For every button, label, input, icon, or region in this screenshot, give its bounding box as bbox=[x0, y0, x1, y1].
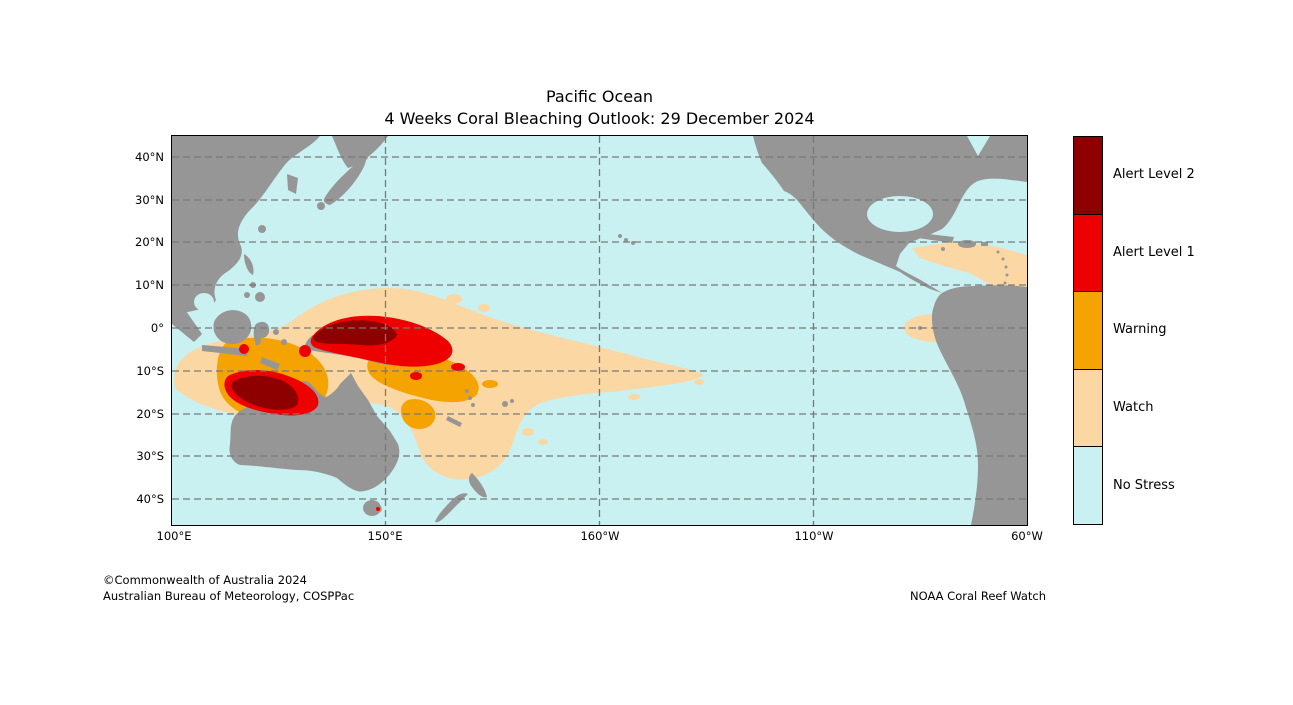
island-dot bbox=[465, 389, 469, 393]
island-dot bbox=[244, 292, 250, 298]
island-hawaii bbox=[624, 238, 628, 242]
landmass-south-america bbox=[931, 285, 1027, 525]
island-cuba bbox=[918, 233, 954, 243]
legend-colorbar bbox=[1073, 136, 1103, 525]
gridlines bbox=[172, 136, 1027, 525]
lat-label-0: 0° bbox=[150, 321, 164, 335]
watch-speckle bbox=[605, 382, 623, 392]
watch-speckle bbox=[538, 439, 548, 445]
alert2-region-nw-australia bbox=[231, 375, 299, 410]
island-dot bbox=[1005, 273, 1009, 277]
atlantic-notch bbox=[967, 136, 990, 156]
legend-swatch-warning bbox=[1074, 292, 1102, 370]
lon-label-60w: 60°W bbox=[1011, 529, 1043, 543]
copyright-line2: Australian Bureau of Meteorology, COSPPa… bbox=[103, 588, 355, 603]
warning-speckle bbox=[482, 380, 498, 388]
alert2-region-new-guinea bbox=[313, 320, 397, 346]
watch-speckle bbox=[628, 394, 640, 400]
island-dot bbox=[502, 401, 508, 407]
legend-label-alert-level-2: Alert Level 2 bbox=[1113, 167, 1195, 182]
island-dot bbox=[996, 250, 1000, 254]
watch-speckle bbox=[694, 379, 704, 385]
island-dot bbox=[941, 247, 945, 251]
lat-label-40n: 40°N bbox=[135, 150, 164, 164]
legend-swatch-alert-level-2 bbox=[1074, 137, 1102, 215]
island-sumatra bbox=[172, 304, 202, 342]
island-dot bbox=[273, 329, 279, 335]
island-dot bbox=[510, 399, 514, 403]
copyright-text: ©Commonwealth of Australia 2024 Australi… bbox=[103, 573, 354, 604]
island-timor bbox=[260, 357, 280, 370]
island-dot bbox=[468, 396, 472, 400]
lat-label-10n: 10°N bbox=[135, 278, 164, 292]
watch-speckle bbox=[478, 304, 490, 312]
lon-label-160w: 160°W bbox=[580, 529, 620, 543]
lon-label-100e: 100°E bbox=[156, 529, 192, 543]
island-java bbox=[202, 345, 248, 356]
legend-label-watch: Watch bbox=[1113, 400, 1154, 415]
island-tasmania bbox=[363, 500, 381, 516]
ocean-carveouts bbox=[194, 136, 990, 311]
island-dot bbox=[317, 202, 325, 210]
island-dot bbox=[1003, 281, 1007, 285]
copyright-line1: ©Commonwealth of Australia 2024 bbox=[103, 573, 308, 587]
legend-label-warning: Warning bbox=[1113, 322, 1167, 337]
lon-label-150e: 150°E bbox=[367, 529, 403, 543]
island-hispaniola bbox=[958, 240, 976, 248]
island-dot bbox=[281, 339, 287, 345]
alert1-speckle bbox=[410, 372, 422, 380]
gulf-of-thailand bbox=[194, 293, 214, 311]
lat-label-10s: 10°S bbox=[136, 364, 164, 378]
island-taiwan bbox=[258, 225, 266, 233]
island-new-caledonia bbox=[446, 416, 462, 427]
landmass-japan bbox=[323, 151, 367, 205]
island-dot bbox=[368, 145, 374, 151]
legend-swatch-watch bbox=[1074, 369, 1102, 448]
island-dot bbox=[471, 403, 475, 407]
lat-label-40s: 40°S bbox=[136, 492, 164, 506]
title-line1: Pacific Ocean bbox=[545, 87, 654, 106]
island-hawaii bbox=[618, 234, 622, 238]
watch-speckle bbox=[522, 428, 534, 436]
watch-speckle bbox=[446, 294, 462, 304]
landmass-nz-north bbox=[468, 473, 487, 498]
map-area bbox=[171, 135, 1028, 526]
legend-swatch-no-stress bbox=[1074, 447, 1102, 524]
alert-level-2-regions bbox=[231, 320, 397, 410]
landmass-asia bbox=[172, 136, 320, 314]
lat-label-30n: 30°N bbox=[135, 193, 164, 207]
landmass-korea bbox=[287, 174, 298, 194]
lat-label-20s: 20°S bbox=[136, 407, 164, 421]
lat-label-20n: 20°N bbox=[135, 235, 164, 249]
legend-swatch-alert-level-1 bbox=[1074, 214, 1102, 293]
alert1-speckle bbox=[451, 363, 465, 371]
legend-label-alert-level-1: Alert Level 1 bbox=[1113, 245, 1195, 260]
island-borneo bbox=[213, 310, 252, 345]
lat-label-30s: 30°S bbox=[136, 449, 164, 463]
landmass-nz-south bbox=[435, 493, 468, 523]
lon-label-110w: 110°W bbox=[794, 529, 834, 543]
alert1-region-halmahera bbox=[299, 345, 311, 357]
credit-text: NOAA Coral Reef Watch bbox=[910, 589, 1046, 603]
gulf-of-mexico bbox=[867, 196, 933, 232]
chart-title: Pacific Ocean 4 Weeks Coral Bleaching Ou… bbox=[172, 86, 1027, 130]
island-dot bbox=[1004, 265, 1008, 269]
island-puerto-rico bbox=[981, 242, 988, 246]
watch-speckle bbox=[668, 373, 680, 381]
alert1-region-celebes bbox=[239, 344, 249, 354]
title-line2: 4 Weeks Coral Bleaching Outlook: 29 Dece… bbox=[384, 109, 815, 128]
island-mindanao bbox=[255, 292, 265, 302]
island-luzon bbox=[244, 254, 254, 275]
landmass-kamchatka bbox=[332, 136, 388, 168]
legend-label-no-stress: No Stress bbox=[1113, 478, 1175, 493]
watch-speckle bbox=[637, 376, 651, 384]
gulf-of-california bbox=[786, 196, 808, 227]
island-dot bbox=[1001, 257, 1005, 261]
alert1-region-tasman-dot bbox=[376, 507, 380, 511]
map-svg bbox=[172, 136, 1027, 525]
